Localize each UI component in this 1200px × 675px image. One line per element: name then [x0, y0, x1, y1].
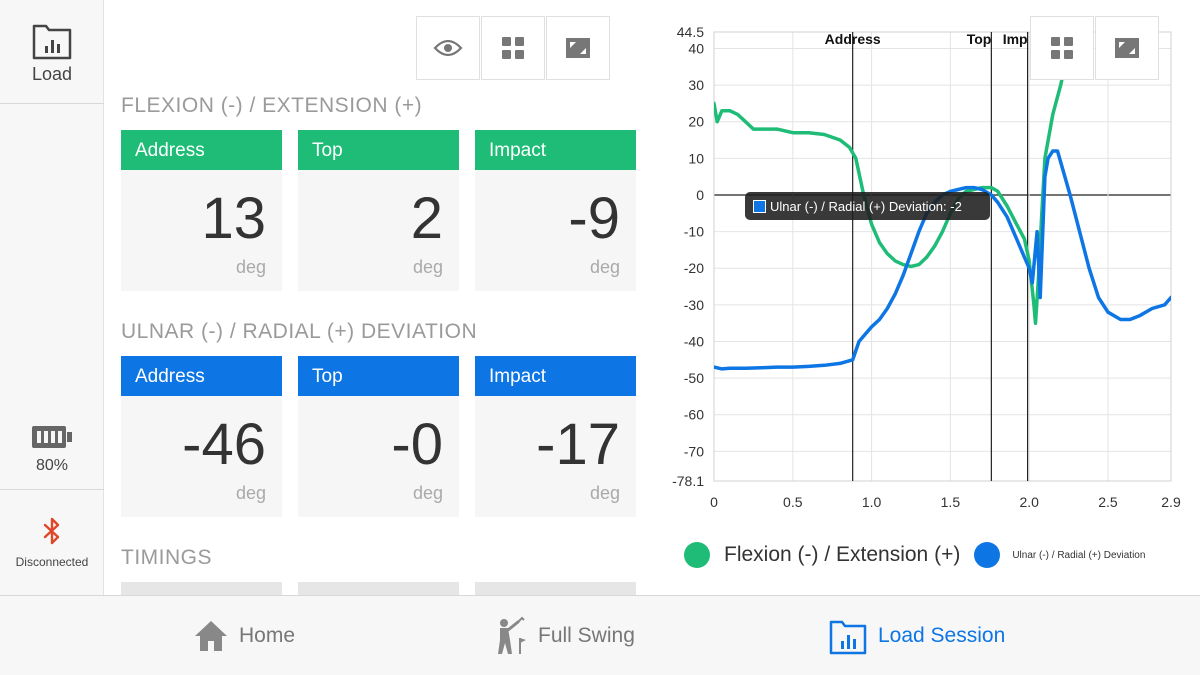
battery-status: 80%	[0, 410, 104, 490]
x-tick-label: 0.5	[783, 494, 803, 510]
marker-label: Address	[825, 31, 881, 47]
y-tick-label: -20	[684, 260, 704, 276]
x-tick-label: 2.0	[1019, 494, 1039, 510]
y-tick-label: 20	[688, 114, 704, 130]
y-tick-label: -70	[684, 443, 704, 459]
card-unit: deg	[589, 483, 620, 503]
card-unit: deg	[235, 483, 266, 503]
card-value: -0	[391, 412, 443, 477]
card-value: 2	[410, 186, 443, 251]
timings-section-title: TIMINGS	[121, 546, 212, 569]
y-tick-label: -60	[684, 407, 704, 423]
view-toggle-button[interactable]	[416, 16, 480, 80]
legend-label-deviation[interactable]: Ulnar (-) / Radial (+) Deviation	[1012, 549, 1146, 561]
series-line-flexion	[714, 32, 1072, 325]
y-tick-label: -30	[684, 297, 704, 313]
legend-label-flexion[interactable]: Flexion (-) / Extension (+)	[724, 543, 961, 566]
card-unit: deg	[235, 257, 266, 277]
deviation-top-card: Top -0 deg	[298, 356, 459, 517]
chart-svg: 44.540 30 20 10 0 -10 -20 -30 -40 -50 -60 -70 -78.1 0…	[672, 24, 1181, 510]
marker-label: Top	[967, 31, 992, 47]
timing-card-stub	[121, 582, 282, 595]
card-unit: deg	[412, 257, 443, 277]
tab-home[interactable]: Home	[193, 596, 295, 675]
swing-chart: 44.5 40 30 20 10 0 -10 -20 -30 -40 -50 -60 -70 -78.1 0…	[660, 20, 1200, 520]
y-tick-label: -50	[684, 370, 704, 386]
timing-card-stub	[298, 582, 459, 595]
tab-load-session-label: Load Session	[878, 624, 1006, 647]
bottom-tab-bar: Home Full Swing Load Session	[0, 595, 1200, 675]
card-header: Top	[298, 130, 459, 170]
x-tick-label: 1.0	[862, 494, 882, 510]
card-unit: deg	[589, 257, 620, 277]
series-line-deviation	[714, 149, 1171, 371]
grid-layout-button[interactable]	[481, 16, 545, 80]
card-value: 13	[201, 186, 266, 251]
sidebar: Load 80% Disconnected	[0, 0, 104, 595]
deviation-address-card: Address -46 deg	[121, 356, 282, 517]
y-tick-label: 40	[688, 40, 704, 56]
y-tick-label: -78.1	[672, 473, 704, 489]
sidebar-load-label: Load	[31, 64, 73, 84]
y-tick-label: -40	[684, 333, 704, 349]
chart-legend: Flexion (-) / Extension (+) Ulnar (-) / …	[684, 540, 1145, 570]
timing-card-stub	[475, 582, 636, 595]
legend-dot-deviation[interactable]	[974, 542, 1001, 568]
tooltip-text: Ulnar (-) / Radial (+) Deviation: -2	[770, 198, 962, 214]
card-value: -9	[568, 186, 620, 251]
grid-icon	[502, 37, 524, 59]
tab-home-label: Home	[239, 624, 296, 647]
sidebar-load-button[interactable]: Load	[0, 0, 104, 104]
deviation-section-title: ULNAR (-) / RADIAL (+) DEVIATION	[121, 320, 478, 343]
y-tick-label: 44.5	[677, 24, 704, 40]
battery-label: 80%	[35, 456, 69, 474]
y-tick-label: 0	[696, 187, 704, 203]
battery-icon	[32, 425, 72, 448]
card-header: Impact	[475, 130, 636, 170]
y-tick-label: 30	[688, 77, 704, 93]
golfer-icon	[498, 616, 526, 654]
expand-icon	[1115, 38, 1139, 58]
flexion-impact-card: Impact -9 deg	[475, 130, 636, 291]
flexion-address-card: Address 13 deg	[121, 130, 282, 291]
y-tick-label: 10	[688, 150, 704, 166]
y-tick-label: -10	[684, 224, 704, 240]
flexion-section-title: FLEXION (-) / EXTENSION (+)	[121, 94, 423, 117]
card-header: Address	[121, 130, 282, 170]
chart-grid-button[interactable]	[1030, 16, 1094, 80]
tooltip-swatch	[753, 199, 766, 213]
card-unit: deg	[412, 483, 443, 503]
deviation-impact-card: Impact -17 deg	[475, 356, 636, 517]
folder-chart-icon	[32, 24, 72, 60]
card-value: -17	[536, 412, 620, 477]
folder-chart-icon	[829, 620, 867, 655]
x-tick-label: 0	[710, 494, 718, 510]
flexion-top-card: Top 2 deg	[298, 130, 459, 291]
tab-full-swing[interactable]: Full Swing	[488, 596, 635, 675]
card-header: Address	[121, 356, 282, 396]
plot-frame	[713, 31, 1172, 482]
bluetooth-icon	[43, 517, 60, 545]
tab-full-swing-label: Full Swing	[538, 624, 635, 647]
chart-tooltip: Ulnar (-) / Radial (+) Deviation: -2	[745, 192, 990, 220]
x-tick-label: 1.5	[941, 494, 961, 510]
chart-expand-button[interactable]	[1095, 16, 1159, 80]
legend-dot-flexion[interactable]	[684, 542, 710, 568]
grid-icon	[1051, 37, 1073, 59]
marker-label: Imp	[1003, 31, 1028, 47]
home-icon	[195, 621, 227, 651]
card-value: -46	[182, 412, 266, 477]
x-tick-label: 2.9	[1161, 494, 1181, 510]
eye-icon	[433, 39, 463, 57]
x-tick-label: 2.5	[1098, 494, 1118, 510]
tab-load-session[interactable]: Load Session	[828, 596, 1005, 675]
card-header: Impact	[475, 356, 636, 396]
expand-icon	[566, 38, 590, 58]
expand-button[interactable]	[546, 16, 610, 80]
bluetooth-status[interactable]: Disconnected	[0, 491, 104, 595]
card-header: Top	[298, 356, 459, 396]
bluetooth-label: Disconnected	[15, 555, 89, 569]
